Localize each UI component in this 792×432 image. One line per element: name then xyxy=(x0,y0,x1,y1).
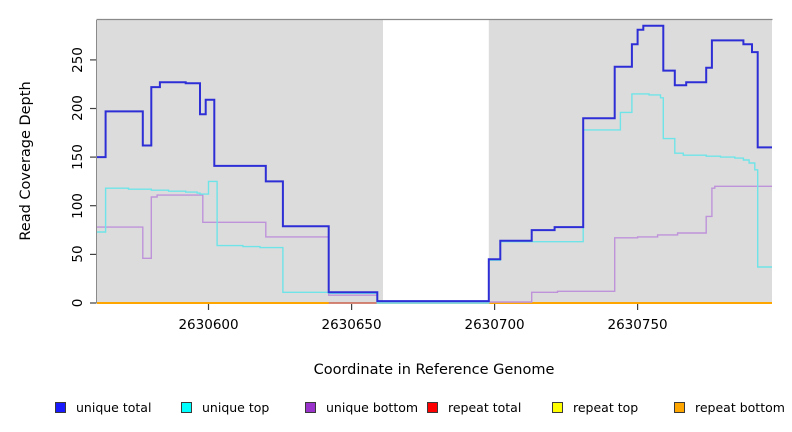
x-tick-label: 2630600 xyxy=(178,317,239,333)
legend-item-repeat-top: repeat top xyxy=(552,398,638,416)
x-axis-title: Coordinate in Reference Genome xyxy=(313,362,555,378)
y-axis-title: Read Coverage Depth xyxy=(18,81,34,241)
legend-swatch-icon xyxy=(305,401,316,413)
y-tick-label: 100 xyxy=(70,192,86,219)
legend-label: unique top xyxy=(202,399,270,415)
legend-swatch-icon xyxy=(427,401,438,413)
legend-swatch-icon xyxy=(674,401,685,413)
legend-item-unique-top: unique top xyxy=(181,398,269,416)
legend: unique total unique top unique bottom repea… xyxy=(0,398,792,418)
legend-item-unique-bottom: unique bottom xyxy=(305,398,418,416)
series-line-unique-bottom xyxy=(97,185,772,303)
legend-swatch-icon xyxy=(55,401,66,413)
legend-label: unique total xyxy=(76,399,152,415)
y-tick-label: 0 xyxy=(70,298,86,308)
legend-item-repeat-total: repeat total xyxy=(427,398,521,416)
legend-label: repeat bottom xyxy=(695,399,785,415)
legend-label: repeat total xyxy=(448,399,522,415)
legend-item-unique-total: unique total xyxy=(55,398,151,416)
legend-label: repeat top xyxy=(573,399,639,415)
y-tick-label: 150 xyxy=(70,144,86,170)
legend-swatch-icon xyxy=(552,401,563,413)
legend-label: unique bottom xyxy=(326,399,419,415)
series-line-unique-total xyxy=(97,24,772,303)
x-tick-label: 2630650 xyxy=(321,317,382,333)
legend-swatch-icon xyxy=(181,401,192,413)
masked-region xyxy=(383,20,489,303)
y-tick-label: 250 xyxy=(70,46,86,73)
x-tick-label: 2630750 xyxy=(607,317,668,333)
x-tick-label: 2630700 xyxy=(464,317,525,333)
legend-item-repeat-bottom: repeat bottom xyxy=(674,398,785,416)
y-tick-label: 50 xyxy=(70,245,86,263)
y-tick-label: 200 xyxy=(70,95,86,122)
